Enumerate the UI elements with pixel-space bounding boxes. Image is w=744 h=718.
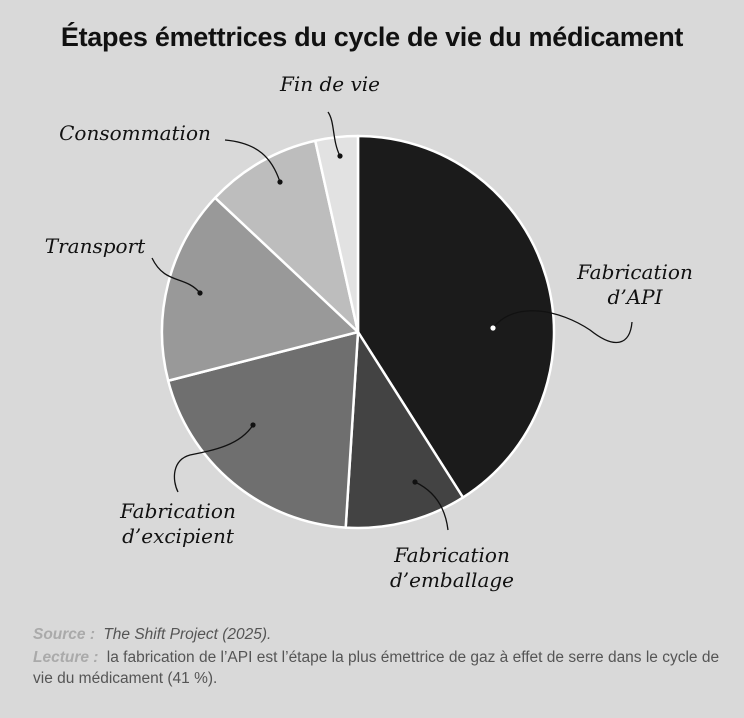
source-keyword: Source : (33, 626, 96, 643)
lecture-text: la fabrication de l’API est l’étape la p… (33, 649, 720, 687)
source-line: Source : The Shift Project (2025). (33, 624, 723, 645)
label-api-line2: d’API (608, 285, 664, 309)
lecture-keyword: Lecture : (33, 649, 99, 666)
label-emballage-line2: d’emballage (390, 568, 514, 592)
dot-api (490, 325, 496, 331)
leader-transport (151, 257, 201, 294)
pie-slices (160, 134, 556, 530)
pie-slice-fabrication-d-emballage (344, 330, 465, 530)
dot-fin-de-vie (337, 153, 343, 159)
pie-slice-fin-de-vie (313, 134, 360, 334)
pie-slice-transport (160, 196, 360, 382)
label-emballage-line1: Fabrication (393, 543, 510, 567)
leader-excipient (173, 424, 254, 493)
leader-fin-de-vie (327, 111, 341, 157)
pie-slice-consommation (213, 139, 360, 334)
dot-emballage (412, 479, 418, 485)
dot-consommation (277, 179, 283, 185)
label-consommation: Consommation (59, 121, 211, 145)
leader-consommation (224, 139, 281, 183)
leader-emballage (414, 481, 449, 531)
leader-api (492, 310, 633, 344)
label-excipient-line1: Fabrication (119, 499, 236, 523)
label-excipient-line2: d’excipient (122, 524, 235, 548)
source-text: The Shift Project (2025). (103, 626, 272, 643)
dot-excipient (250, 422, 256, 428)
label-transport: Transport (45, 234, 146, 258)
chart-title: Étapes émettrices du cycle de vie du méd… (60, 22, 684, 52)
dot-transport (197, 290, 203, 296)
footer: Source : The Shift Project (2025). Lectu… (33, 624, 723, 691)
label-fin-de-vie: Fin de vie (279, 72, 380, 96)
label-api-line1: Fabrication (576, 260, 693, 284)
lecture-line: Lecture : la fabrication de l’API est l’… (33, 647, 723, 689)
pie-slice-fabrication-d-excipient (166, 330, 360, 529)
